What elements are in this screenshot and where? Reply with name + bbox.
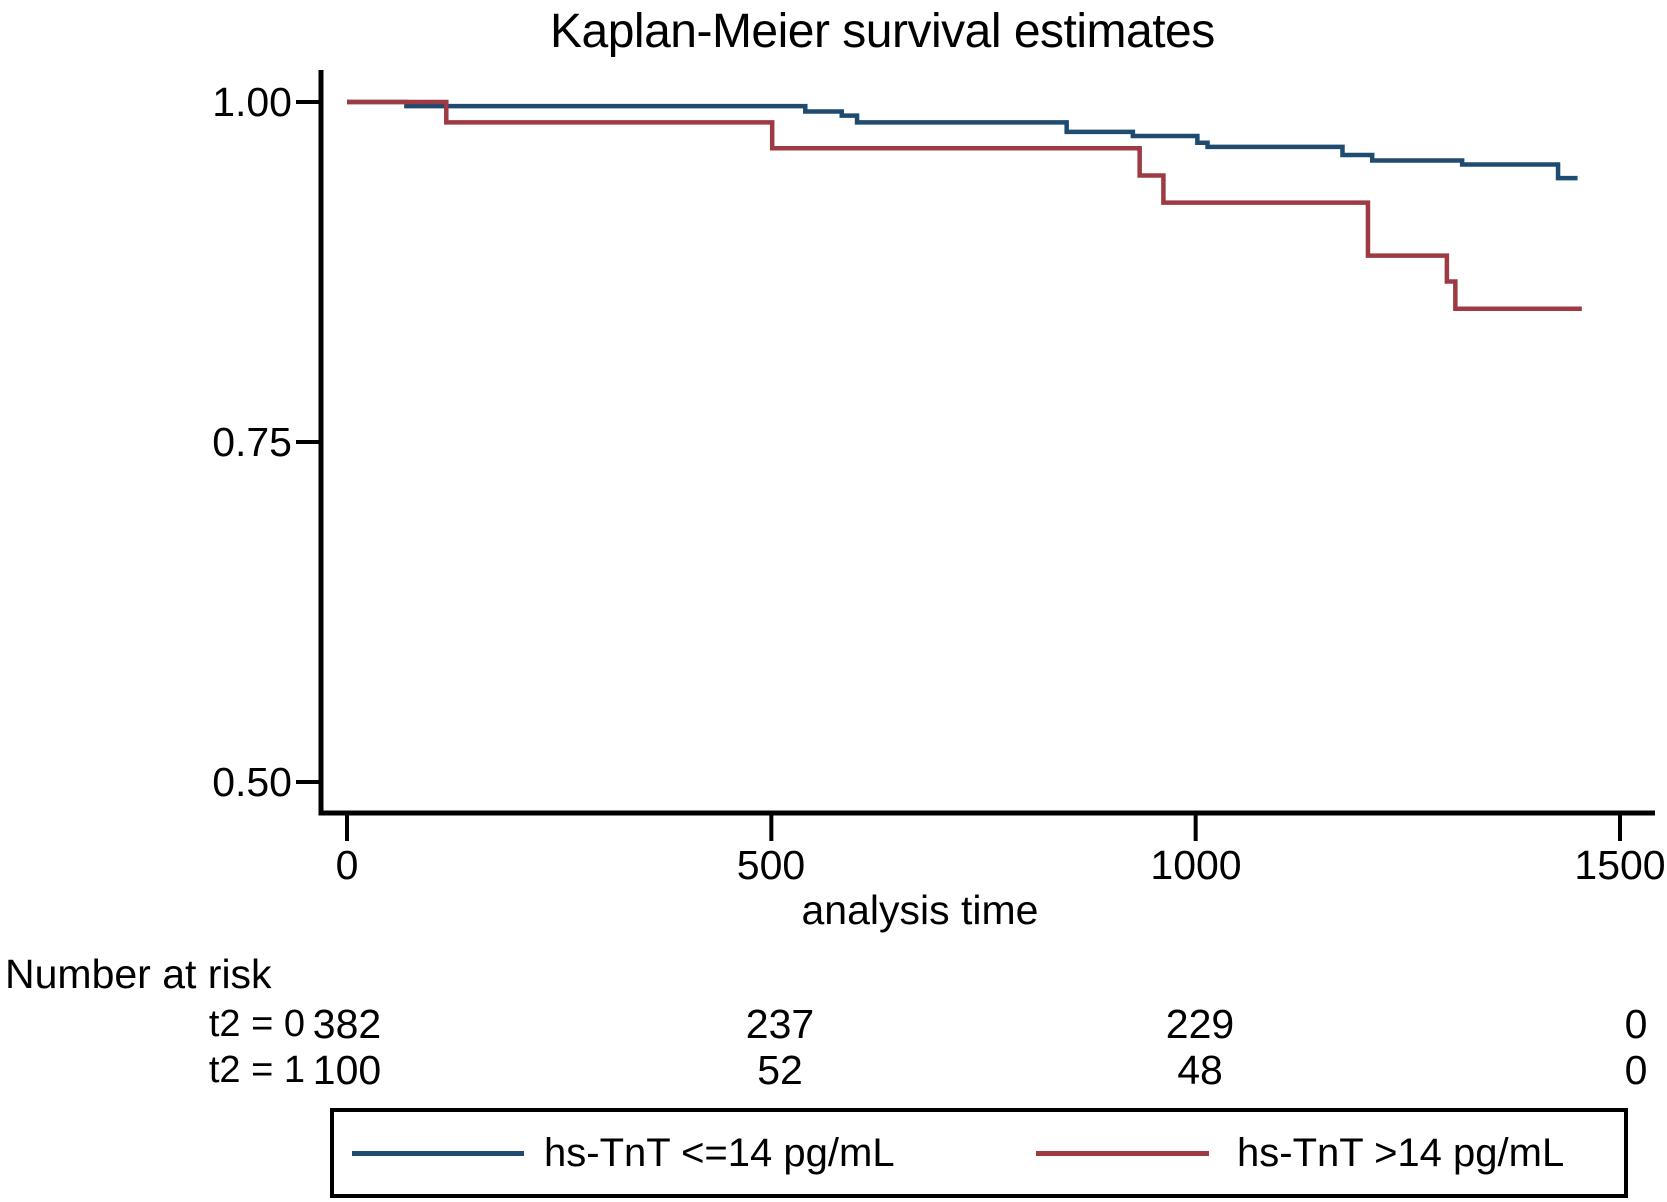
legend-line-swatch-gt14	[1036, 1151, 1209, 1156]
km-curve-hs-tnt-gt14	[347, 99, 1582, 311]
risk-value: 0	[1624, 1001, 1648, 1047]
y-tick-label-100: 1.00	[212, 79, 292, 125]
risk-row-label-t2-0: t2 = 0	[208, 1003, 305, 1045]
chart-title: Kaplan-Meier survival estimates	[550, 5, 1215, 58]
km-curve-hs-tnt-le14	[347, 99, 1578, 181]
risk-value: 100	[312, 1047, 382, 1093]
risk-row-label-t2-1: t2 = 1	[208, 1049, 305, 1091]
risk-value: 52	[757, 1047, 803, 1093]
y-tick-label-050: 0.50	[212, 759, 292, 805]
risk-value: 0	[1624, 1047, 1648, 1093]
number-at-risk-header: Number at risk	[5, 951, 272, 997]
y-tick-label-075: 0.75	[212, 419, 292, 465]
x-tick-label-1500: 1500	[1574, 842, 1666, 888]
x-tick-label-1000: 1000	[1150, 842, 1242, 888]
risk-value: 48	[1177, 1047, 1223, 1093]
risk-value: 382	[312, 1001, 382, 1047]
legend-box	[330, 1108, 1628, 1198]
legend-label-le14: hs-TnT <=14 pg/mL	[544, 1131, 895, 1175]
x-tick-label-500: 500	[736, 842, 806, 888]
x-axis-title: analysis time	[801, 887, 1039, 933]
legend-label-gt14: hs-TnT >14 pg/mL	[1237, 1131, 1565, 1175]
x-tick-label-0: 0	[335, 842, 359, 888]
risk-value: 229	[1165, 1001, 1235, 1047]
legend-line-swatch-le14	[352, 1151, 524, 1156]
risk-value: 237	[745, 1001, 815, 1047]
